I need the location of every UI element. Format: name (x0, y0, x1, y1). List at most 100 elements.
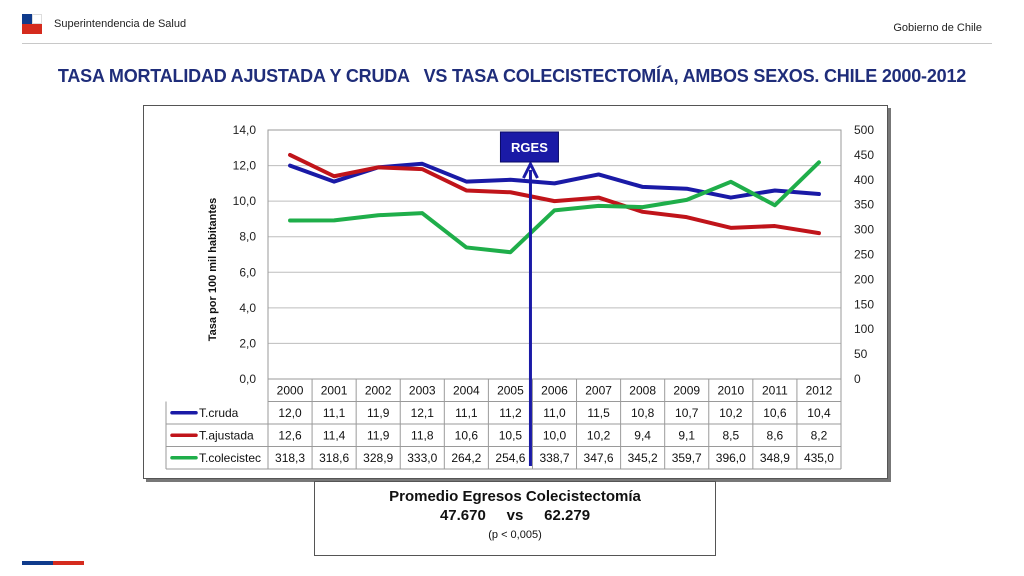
data-point (641, 210, 645, 214)
data-table-cell: 11,1 (323, 406, 346, 420)
data-table-cell: 10,2 (719, 406, 743, 420)
y-tick-label: 8,0 (239, 230, 256, 244)
summary-values: 47.670 vs 62.279 (439, 507, 591, 524)
data-point (464, 180, 468, 184)
summary-p-value: (p < 0,005) (488, 529, 542, 541)
data-point (420, 167, 424, 171)
x-tick-label: 2004 (453, 383, 480, 397)
data-table-cell: 318,3 (275, 451, 305, 465)
line-chart: 0,02,04,06,08,010,012,014,00501001502002… (165, 123, 874, 470)
x-tick-label: 2011 (762, 383, 788, 397)
data-point (817, 231, 821, 235)
data-point (597, 196, 601, 200)
data-point (508, 250, 512, 254)
data-point (729, 196, 733, 200)
data-table-cell: 9,1 (678, 428, 695, 442)
x-tick-label: 2002 (365, 383, 392, 397)
x-tick-label: 2005 (497, 383, 524, 397)
legend-label: T.ajustada (199, 428, 254, 442)
data-point (464, 245, 468, 249)
gov-name: Gobierno de Chile (893, 22, 982, 34)
data-point (641, 185, 645, 189)
data-point (420, 211, 424, 215)
y-tick-label: 6,0 (239, 265, 256, 279)
data-table-cell: 254,6 (495, 451, 525, 465)
data-table-cell: 11,1 (455, 406, 478, 420)
x-tick-label: 2006 (541, 383, 568, 397)
y2-tick-label: 200 (854, 272, 874, 286)
summary-box: Promedio Egresos Colecistectomía 47.670 … (314, 481, 716, 556)
data-point (597, 172, 601, 176)
y-tick-label: 0,0 (239, 372, 256, 386)
data-point (332, 218, 336, 222)
data-table-cell: 435,0 (804, 451, 834, 465)
data-table-cell: 11,9 (367, 406, 390, 420)
y2-tick-label: 350 (854, 198, 874, 212)
y-tick-label: 4,0 (239, 301, 256, 315)
plot-area (267, 129, 842, 380)
data-table-cell: 10,2 (587, 428, 611, 442)
data-table-cell: 333,0 (407, 451, 437, 465)
data-table-cell: 12,1 (411, 406, 435, 420)
x-tick-label: 2000 (277, 383, 304, 397)
data-table-cell: 345,2 (628, 451, 658, 465)
rges-label: RGES (511, 140, 548, 155)
data-point (773, 224, 777, 228)
y2-tick-label: 450 (854, 148, 874, 162)
data-point (376, 213, 380, 217)
rges-box (499, 131, 559, 163)
x-tick-label: 2010 (717, 383, 744, 397)
data-table-cell: 12,0 (278, 406, 302, 420)
data-point (685, 215, 689, 219)
data-point (464, 188, 468, 192)
header-divider (22, 43, 992, 44)
y-axis-label: Tasa por 100 mil habitantes (207, 198, 219, 341)
data-table-cell: 318,6 (319, 451, 349, 465)
data-table-cell: 11,9 (367, 428, 390, 442)
data-table-cell: 8,5 (722, 428, 739, 442)
series-line (288, 152, 821, 236)
data-table-cell: 328,9 (363, 451, 393, 465)
data-table-cell: 12,6 (278, 428, 302, 442)
x-tick-label: 2003 (409, 383, 436, 397)
chart-frame: 0,0 2,0 4,0 6,0 8,0 10,0 12,0 14,0 0 50 100 150 200 2… (143, 105, 888, 479)
y2-tick-label: 50 (854, 347, 868, 361)
x-tick-label: 2008 (629, 383, 656, 397)
data-table-cell: 10,7 (675, 406, 699, 420)
data-table-cell: 10,6 (763, 406, 787, 420)
data-table-cell: 11,8 (411, 428, 434, 442)
data-point (376, 165, 380, 169)
data-point (773, 188, 777, 192)
data-point (729, 180, 733, 184)
data-point (817, 192, 821, 196)
data-point (288, 164, 292, 168)
data-point (597, 204, 601, 208)
data-point (685, 198, 689, 202)
data-point (685, 187, 689, 191)
y-tick-label: 14,0 (233, 123, 257, 137)
data-table-cell: 347,6 (584, 451, 614, 465)
org-name: Superintendencia de Salud (54, 18, 187, 30)
data-table-cell: 10,4 (807, 406, 831, 420)
y2-tick-label: 300 (854, 223, 874, 237)
data-point (288, 218, 292, 222)
data-table-cell: 10,8 (631, 406, 655, 420)
y2-tick-label: 400 (854, 173, 874, 187)
data-table-cell: 11,4 (323, 428, 346, 442)
y2-tick-label: 100 (854, 322, 874, 336)
data-table-cell: 9,4 (634, 428, 651, 442)
data-table-cell: 348,9 (760, 451, 790, 465)
data-table-cell: 8,6 (767, 428, 784, 442)
data-table-cell: 264,2 (451, 451, 481, 465)
data-point (817, 160, 821, 164)
y-tick-label: 2,0 (239, 336, 256, 350)
x-tick-label: 2001 (321, 383, 348, 397)
data-point (420, 162, 424, 166)
x-tick-label: 2007 (585, 383, 612, 397)
summary-title: Promedio Egresos Colecistectomía (389, 488, 641, 505)
data-table-cell: 10,0 (543, 428, 567, 442)
data-point (773, 203, 777, 207)
data-table-cell: 11,2 (499, 406, 522, 420)
y2-tick-label: 250 (854, 248, 874, 262)
x-tick-label: 2012 (806, 383, 833, 397)
